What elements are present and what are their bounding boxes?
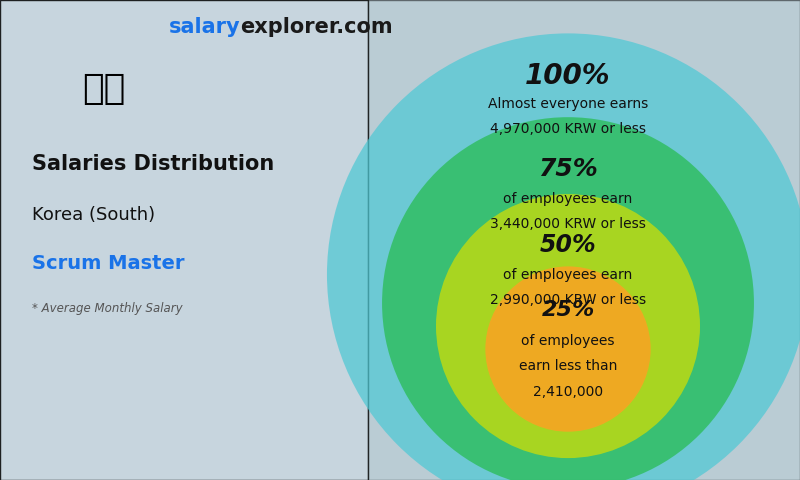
Text: 75%: 75% [538, 157, 598, 181]
FancyBboxPatch shape [368, 0, 800, 480]
Text: Salaries Distribution: Salaries Distribution [32, 154, 274, 174]
Text: of employees: of employees [522, 334, 614, 348]
Text: explorer.com: explorer.com [240, 17, 393, 37]
Text: 4,970,000 KRW or less: 4,970,000 KRW or less [490, 122, 646, 136]
Circle shape [382, 117, 754, 480]
Text: earn less than: earn less than [519, 360, 617, 373]
Text: of employees earn: of employees earn [503, 267, 633, 282]
Circle shape [486, 266, 650, 432]
Text: 100%: 100% [526, 62, 610, 90]
Text: Almost everyone earns: Almost everyone earns [488, 96, 648, 110]
Text: 2,410,000: 2,410,000 [533, 384, 603, 398]
Text: 2,990,000 KRW or less: 2,990,000 KRW or less [490, 293, 646, 307]
Circle shape [327, 34, 800, 480]
Text: 50%: 50% [540, 233, 596, 257]
Text: 25%: 25% [542, 300, 594, 320]
FancyBboxPatch shape [0, 0, 368, 480]
Text: 🇰🇷: 🇰🇷 [82, 72, 126, 106]
Text: salary: salary [168, 17, 240, 37]
Text: Korea (South): Korea (South) [32, 206, 155, 225]
Text: of employees earn: of employees earn [503, 192, 633, 206]
Text: Scrum Master: Scrum Master [32, 254, 185, 274]
Text: 3,440,000 KRW or less: 3,440,000 KRW or less [490, 217, 646, 231]
Circle shape [436, 194, 700, 458]
Text: * Average Monthly Salary: * Average Monthly Salary [32, 302, 182, 315]
